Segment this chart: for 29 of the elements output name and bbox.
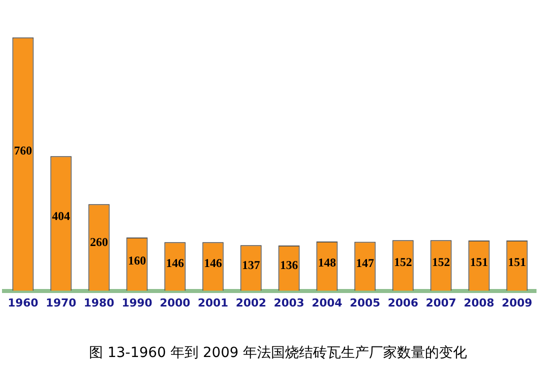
data-label: 760 (14, 143, 32, 158)
x-tick-label: 1990 (122, 296, 153, 310)
x-tick-label: 2005 (350, 296, 380, 310)
data-label: 146 (166, 256, 184, 270)
x-tick-label: 1960 (8, 296, 39, 310)
x-tick-label: 1970 (46, 296, 77, 310)
x-tick-label: 2004 (312, 296, 343, 310)
x-tick-label: 2009 (502, 296, 532, 310)
x-tick-label: 2008 (464, 296, 494, 310)
data-label: 147 (356, 256, 374, 270)
x-tick-label: 2001 (198, 296, 228, 310)
x-tick-label: 1980 (84, 296, 115, 310)
x-tick-label: 2003 (274, 296, 304, 310)
data-label: 404 (52, 208, 70, 223)
data-label: 146 (204, 256, 222, 270)
data-label: 151 (470, 255, 488, 270)
x-tick-label: 2000 (160, 296, 191, 310)
data-label: 136 (280, 258, 298, 272)
text: 图 13-1960 年到 2009 年法国烧结砖瓦生产厂家数量的变化 (88, 344, 468, 362)
data-label: 260 (90, 235, 108, 250)
x-tick-label: 2002 (236, 296, 266, 310)
x-tick-label: 2007 (426, 296, 456, 310)
data-label: 152 (394, 255, 412, 270)
data-label: 152 (432, 255, 450, 270)
data-label: 148 (318, 256, 336, 270)
data-label: 137 (242, 258, 260, 272)
x-tick-label: 2006 (388, 296, 419, 310)
data-label: 160 (128, 254, 146, 268)
data-label: 151 (508, 255, 526, 270)
